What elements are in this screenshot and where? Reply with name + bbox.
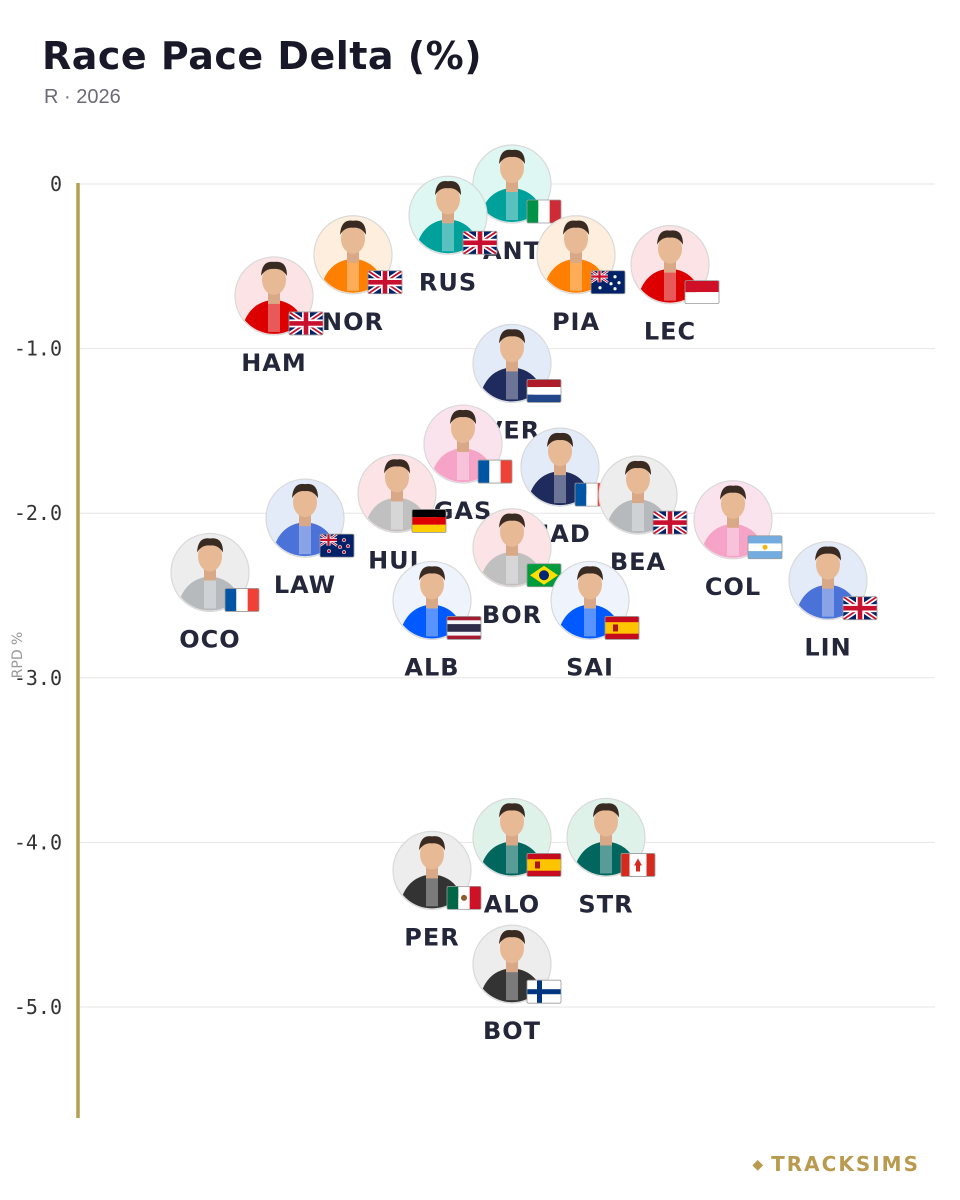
monaco-flag [684,280,720,305]
germany-flag [411,509,447,533]
driver-label: PIA [552,308,600,336]
driver-point-ham[interactable]: HAM [234,256,324,377]
brand-name: TRACKSIMS [771,1152,920,1176]
driver-point-bot[interactable]: BOT [472,924,562,1045]
mexico-flag [446,885,482,910]
driver-label: SAI [566,653,614,681]
argentina-flag [747,535,783,560]
driver-label: ALB [404,653,459,681]
uk-flag [842,596,878,621]
driver-label: LIN [804,634,851,662]
australia-flag [590,270,626,295]
france-flag [224,588,260,612]
netherlands-flag [526,379,562,403]
driver-point-gas[interactable]: GAS [423,404,513,525]
thailand-flag [446,616,482,640]
driver-point-law[interactable]: LAW [265,478,355,599]
chart-subtitle: R · 2026 [44,86,121,108]
driver-label: OCO [179,625,240,653]
spain-flag [604,616,640,640]
driver-label: LEC [644,318,696,346]
new-zealand-flag [319,533,355,558]
driver-point-sai[interactable]: SAI [550,560,640,681]
uk-flag [367,270,403,295]
driver-label: BOR [482,601,542,629]
y-tick-label: -2.0 [14,501,62,525]
driver-point-rus[interactable]: RUS [408,175,498,296]
finland-flag [526,979,562,1004]
driver-label: STR [578,890,633,918]
driver-label: ALO [484,890,540,918]
y-tick-label: -1.0 [14,337,62,361]
driver-point-str[interactable]: STR [566,797,656,918]
driver-point-alb[interactable]: ALB [392,560,482,681]
driver-label: HAM [241,349,307,377]
spain-flag [526,853,562,877]
driver-point-nor[interactable]: NOR [313,215,403,336]
y-tick-label: -3.0 [14,666,62,690]
driver-label: LAW [274,571,336,599]
driver-label: BOT [483,1017,541,1045]
italy-flag [526,199,562,224]
driver-point-oco[interactable]: OCO [170,532,260,653]
driver-point-bor[interactable]: BOR [472,508,562,629]
brand-diamond-icon: ◆ [752,1157,766,1173]
uk-flag [462,230,498,255]
driver-point-ant[interactable]: ANT [472,144,562,265]
y-tick-label: 0 [50,172,62,196]
driver-point-col[interactable]: COL [693,480,783,601]
canada-flag [620,853,656,877]
y-tick-label: -5.0 [14,995,62,1019]
driver-point-hul[interactable]: HUL [357,453,447,574]
driver-point-alo[interactable]: ALO [472,797,562,918]
y-tick-label: -4.0 [14,830,62,854]
driver-point-per[interactable]: PER [392,830,482,951]
driver-label: RUS [419,268,477,296]
uk-flag [652,510,688,535]
brand-logo: ◆ TRACKSIMS [752,1152,920,1176]
uk-flag [288,311,324,336]
driver-point-bea[interactable]: BEA [598,455,688,576]
driver-point-lin[interactable]: LIN [788,541,878,662]
driver-label: PER [404,923,459,951]
driver-label: COL [705,573,761,601]
driver-label: NOR [322,308,384,336]
brazil-flag [526,563,562,588]
driver-label: BEA [610,548,666,576]
driver-point-lec[interactable]: LEC [630,225,720,346]
chart-title: Race Pace Delta (%) [42,34,483,78]
france-flag [477,459,513,484]
y-axis-label: RPD % [10,632,26,679]
y-axis-ticks: 0 -1.0 -2.0 -3.0 -4.0 -5.0 [14,172,62,1019]
driver-point-pia[interactable]: PIA [536,215,626,336]
